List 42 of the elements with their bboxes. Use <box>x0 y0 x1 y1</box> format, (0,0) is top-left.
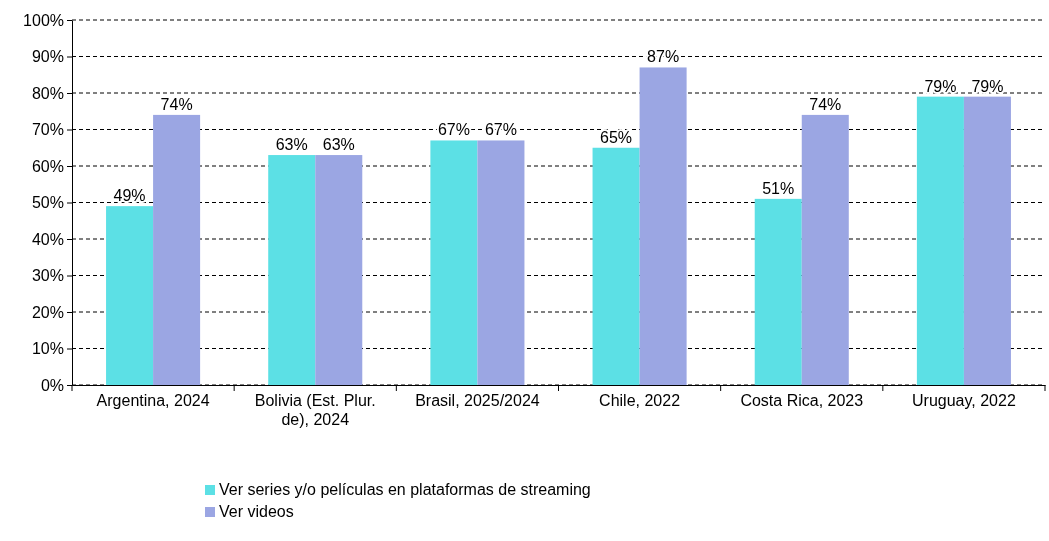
bar <box>106 206 154 385</box>
x-tick-label: Costa Rica, 2023 <box>740 391 864 409</box>
y-tick-label: 10% <box>31 340 64 358</box>
data-label: 74% <box>809 95 842 113</box>
bar <box>916 96 964 385</box>
y-tick-label: 60% <box>31 157 64 175</box>
bar <box>315 155 363 385</box>
y-tick-label: 50% <box>31 194 64 212</box>
x-tick-label: Argentina, 2024 <box>96 391 210 409</box>
data-label: 79% <box>924 77 957 95</box>
y-tick-label: 30% <box>31 267 64 285</box>
bar <box>592 147 640 385</box>
y-tick-label: 70% <box>31 121 64 139</box>
bar <box>430 140 478 385</box>
y-tick-label: 80% <box>31 84 64 102</box>
y-tick-label: 100% <box>23 11 64 29</box>
x-tick-label: Bolivia (Est. Plur. de), 2024 <box>254 391 376 428</box>
data-label: 87% <box>647 48 680 66</box>
data-label: 51% <box>762 179 795 197</box>
data-label: 63% <box>322 136 355 154</box>
y-tick-label: 40% <box>31 230 64 248</box>
bar <box>153 114 201 385</box>
bar <box>477 140 525 385</box>
data-label: 74% <box>160 95 193 113</box>
bar <box>754 198 802 385</box>
data-label: 79% <box>971 77 1004 95</box>
data-label: 63% <box>275 136 308 154</box>
y-tick-label: 0% <box>40 376 64 394</box>
data-label: 67% <box>437 121 470 139</box>
legend-label: Ver videos <box>219 503 294 520</box>
legend-label: Ver series y/o películas en plataformas de streaming <box>219 481 591 498</box>
bar <box>639 67 687 385</box>
x-tick-label: Uruguay, 2022 <box>912 391 1016 409</box>
bar <box>801 114 849 385</box>
bar <box>963 96 1011 385</box>
x-tick-label: Chile, 2022 <box>599 391 681 409</box>
bar <box>268 155 316 385</box>
y-tick-label: 20% <box>31 303 64 321</box>
x-tick-label: Brasil, 2025/2024 <box>415 391 540 409</box>
data-label: 49% <box>113 187 146 205</box>
data-label: 65% <box>600 128 633 146</box>
y-tick-label: 90% <box>31 48 64 66</box>
